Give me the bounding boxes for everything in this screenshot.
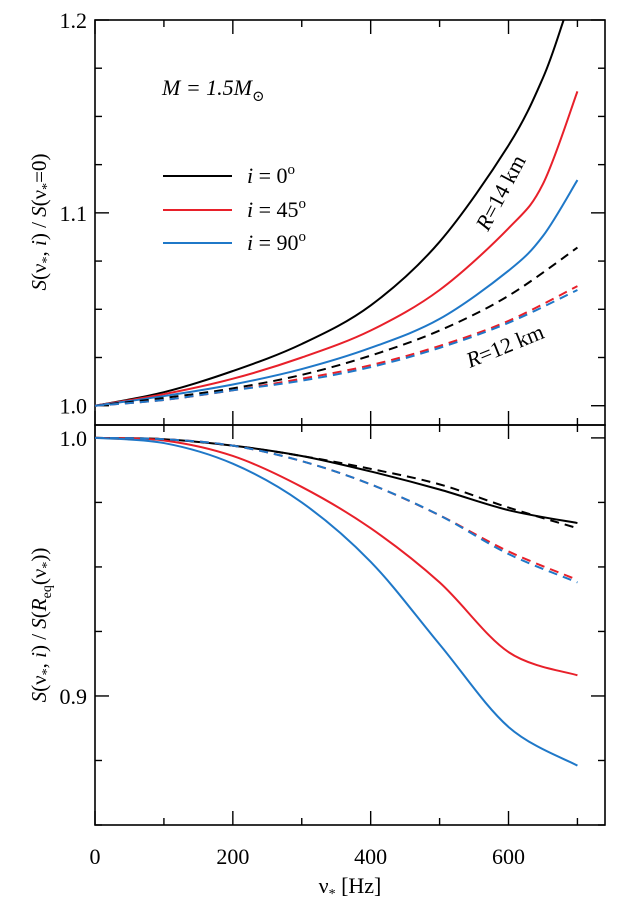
- series-bottom-i0-dashed: [94, 436, 578, 530]
- x-tick-label-0: 0: [90, 844, 101, 869]
- x-tick-label-3: 600: [492, 844, 525, 869]
- legend-label-i90: i = 90o: [247, 229, 306, 255]
- legend-label-i0: i = 0o: [247, 162, 295, 188]
- x-axis-label: ν* [Hz]: [319, 873, 382, 902]
- y-tick-label-top-2: 1.2: [60, 8, 88, 33]
- y-tick-label-top-0: 1.0: [60, 394, 88, 419]
- tick-labels: 1.0 1.1 1.2 0.9 1.0 0 200 400 600: [60, 8, 526, 869]
- series-bottom-i90-solid: [94, 436, 578, 767]
- series-top-i0-solid: [94, 19, 565, 407]
- series-top-i90-dashed: [94, 289, 578, 407]
- series-bottom-i0-solid: [94, 436, 578, 525]
- axis-ticks: [94, 19, 605, 826]
- legend-mass: M = 1.5M⊙: [161, 75, 265, 105]
- annotation-r12: R=12 km: [462, 319, 548, 373]
- bottom-panel-frame: [94, 424, 606, 826]
- y-tick-label-bottom-1: 1.0: [60, 426, 88, 451]
- series-top-i45-solid: [94, 91, 579, 407]
- x-tick-label-2: 400: [354, 844, 387, 869]
- series-bottom-i45-solid: [94, 436, 578, 677]
- series-top-i0-dashed: [94, 246, 579, 407]
- y-tick-label-bottom-0: 0.9: [60, 684, 88, 709]
- y-tick-label-top-1: 1.1: [60, 201, 88, 226]
- legend-label-i45: i = 45o: [247, 196, 306, 222]
- x-tick-label-1: 200: [216, 844, 249, 869]
- series-top-i90-solid: [94, 179, 579, 407]
- y-axis-label-top: S(ν*, i) / S(ν*=0): [27, 153, 55, 290]
- series-bottom-i90-dashed: [94, 436, 578, 584]
- annotation-r14: R=14 km: [470, 151, 531, 236]
- legend: M = 1.5M⊙ i = 0o i = 45o i = 90o: [161, 75, 306, 255]
- series-group: [94, 19, 579, 767]
- y-axis-label-bottom: S(ν*, i) / S(Req(ν*)): [27, 548, 55, 703]
